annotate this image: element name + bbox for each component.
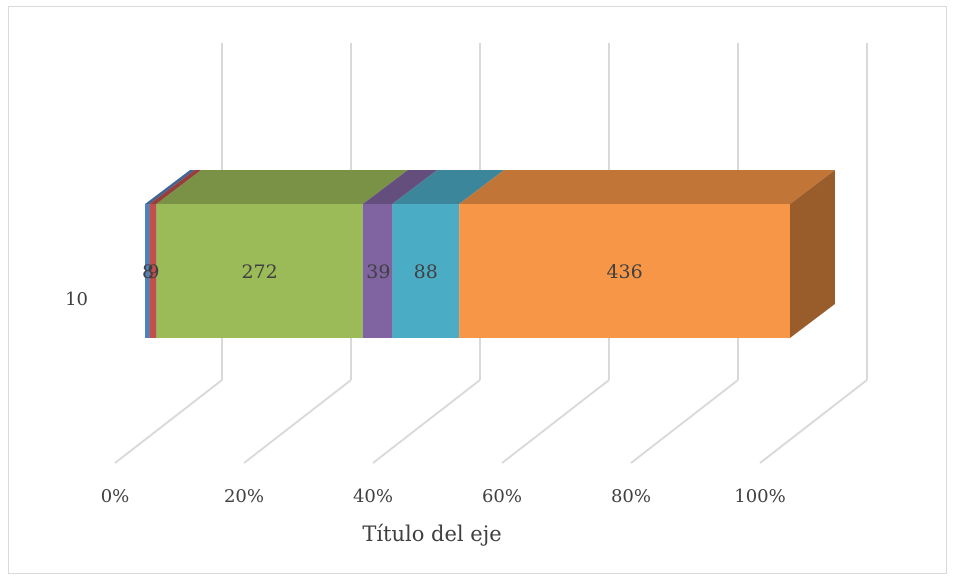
data-labels: 89 272 39 88 436 (142, 261, 643, 283)
data-label: 436 (606, 261, 642, 283)
x-tick-label: 60% (482, 486, 522, 507)
bar-segment-top (149, 170, 202, 204)
gridline-floor (501, 379, 610, 464)
category-label: 10 (65, 289, 88, 310)
bar-segment (145, 204, 150, 338)
data-label: 8 (142, 261, 154, 283)
bar-segment (362, 204, 393, 338)
gridline-floor (372, 379, 481, 464)
x-axis-ticks: 0% 20% 40% 60% 80% 100% (101, 486, 786, 507)
bar-segments (145, 170, 835, 338)
data-label: 88 (414, 261, 438, 283)
bar-segment (459, 204, 790, 338)
bar-side-face (790, 170, 835, 338)
bar-segment (149, 204, 157, 338)
bar-segment-top (392, 170, 505, 204)
gridline-floor (243, 379, 352, 464)
x-tick-label: 20% (224, 486, 264, 507)
gridline-floor (114, 379, 223, 464)
data-label: 39 (366, 261, 390, 283)
bar-segment (156, 204, 363, 338)
gridline-floor (630, 379, 739, 464)
gridline-floor (759, 379, 868, 464)
x-tick-label: 100% (734, 486, 785, 507)
bar-segment-top (459, 170, 835, 204)
x-tick-label: 0% (101, 486, 130, 507)
x-tick-label: 80% (611, 486, 651, 507)
bar-segment-top (362, 170, 438, 204)
x-tick-label: 40% (353, 486, 393, 507)
data-label: 272 (241, 261, 277, 283)
bar-segment-top (145, 170, 195, 204)
bar-segment-top (156, 170, 408, 204)
bar-segment (392, 204, 460, 338)
data-label: 9 (147, 261, 159, 283)
x-axis-title: Título del eje (362, 522, 501, 546)
